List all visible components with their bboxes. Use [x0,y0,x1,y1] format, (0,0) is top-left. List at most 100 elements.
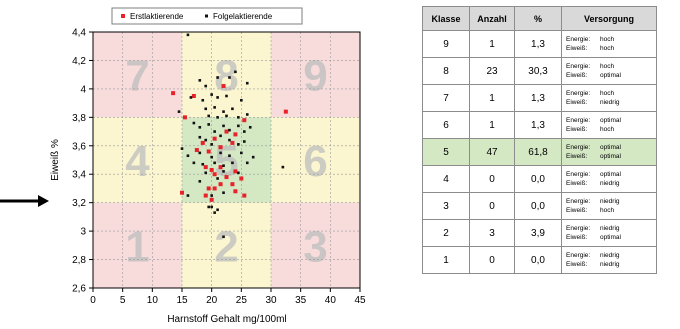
cell-anzahl: 3 [469,219,515,247]
point-folgelaktierende [216,177,219,180]
legend-label-erstlaktierende: Erstlaktierende [130,12,184,21]
cell-versorgung: Energie: optimal Eiweiß: optimal [561,138,657,166]
energie-label: Energie: [566,90,591,97]
y-tick-label: 2,6 [72,284,86,295]
cell-percent: 1,3 [514,84,562,112]
energie-value: niedrig [600,225,620,232]
energie-label: Energie: [566,63,591,70]
cell-versorgung: Energie: niedrig Eiweiß: hoch [561,192,657,220]
legend: Erstlaktierende Folgelaktierende [111,7,303,25]
point-folgelaktierende [222,170,225,173]
point-folgelaktierende [204,138,208,142]
eiweiss-value: hoch [600,45,615,52]
legend-marker-folgelaktierende [205,14,208,18]
point-folgelaktierende [216,116,219,119]
point-folgelaktierende [245,161,249,165]
legend-marker-erstlaktierende [121,14,125,18]
cell-versorgung: Energie: hoch Eiweiß: optimal [561,57,657,85]
zone-class-label: 2 [214,222,238,271]
eiweiss-label: Eiweiß: [566,234,588,241]
energie-label: Energie: [566,252,591,259]
eiweiss-value: hoch [600,126,615,133]
point-folgelaktierende [210,93,213,96]
cell-versorgung: Energie: niedrig Eiweiß: optimal [561,219,657,247]
point-folgelaktierende [201,98,205,102]
point-erstlaktierende [224,129,229,134]
y-tick-label: 4,2 [72,56,86,67]
point-erstlaktierende [191,94,196,98]
energie-label: Energie: [566,144,591,151]
point-folgelaktierende [186,33,190,37]
cell-klasse: 5 [422,138,470,166]
cell-anzahl: 1 [469,30,515,58]
plot-frame [92,31,361,289]
cell-anzahl: 0 [469,246,515,274]
zone-cell [182,202,271,288]
y-tick-label: 3 [80,227,86,238]
y-tick-labels: 2,6 2,8 3 3,2 3,4 3,6 3,8 4 4,2 4,4 [72,28,86,295]
point-folgelaktierende [251,155,255,159]
point-folgelaktierende [225,114,228,118]
cell-versorgung: Energie: optimal Eiweiß: niedrig [561,165,657,193]
point-folgelaktierende [213,211,216,214]
point-erstlaktierende [218,182,223,187]
point-folgelaktierende [210,143,213,146]
point-folgelaktierende [243,130,246,133]
point-folgelaktierende [222,191,225,195]
zone-cell [93,32,182,118]
x-tick-label: 25 [236,295,248,306]
point-folgelaktierende [186,154,190,158]
point-folgelaktierende [198,180,202,183]
cell-anzahl: 0 [469,192,515,220]
point-folgelaktierende [222,235,225,239]
point-erstlaktierende [233,189,238,194]
point-folgelaktierende [222,164,225,167]
y-axis-title: Eiweiß % [50,139,61,181]
point-folgelaktierende [192,161,196,165]
y-tick-label: 4,4 [72,28,86,39]
point-folgelaktierende [207,123,210,126]
header-klasse: Klasse [422,6,470,31]
point-erstlaktierende [230,182,235,187]
point-erstlaktierende [218,165,223,170]
point-folgelaktierende [248,125,252,129]
table-row: 6 1 1,3 Energie: optimal Eiweiß: hoch [422,111,657,139]
point-erstlaktierende [209,167,214,172]
eiweiss-label: Eiweiß: [566,207,588,214]
point-folgelaktierende [186,194,190,197]
y-tick-label: 2,8 [72,255,86,266]
energie-value: optimal [600,144,621,151]
energie-value: niedrig [600,252,620,259]
point-folgelaktierende [231,161,234,165]
point-erstlaktierende [212,136,217,141]
zone-class-label: 9 [303,52,327,101]
x-tick-label: 40 [325,295,337,306]
zone-class-label: 8 [214,52,238,101]
point-erstlaktierende [203,193,208,198]
point-folgelaktierende [216,76,219,79]
table-header-row: Klasse Anzahl % Versorgung [422,6,657,31]
x-tick-label: 35 [295,295,307,306]
data-points [171,33,288,239]
x-tick-label: 5 [120,295,126,306]
header-versorgung: Versorgung [561,6,657,31]
eiweiss-label: Eiweiß: [566,261,588,268]
point-erstlaktierende [283,109,288,114]
y-tick-label: 3,2 [72,198,86,209]
eiweiss-label: Eiweiß: [566,72,588,79]
zone-class-label: 1 [125,222,149,271]
eiweiss-label: Eiweiß: [566,180,588,187]
point-folgelaktierende [219,151,222,155]
point-folgelaktierende [198,151,202,155]
zone-class-label: 4 [125,137,150,186]
point-folgelaktierende [198,79,202,82]
cell-klasse: 7 [422,84,470,112]
header-anzahl: Anzahl [469,6,515,31]
table-row: 9 1 1,3 Energie: hoch Eiweiß: hoch [422,30,657,58]
cell-klasse: 9 [422,30,470,58]
energie-value: hoch [600,63,615,70]
energie-value: optimal [600,117,621,124]
header-percent: % [514,6,562,31]
point-folgelaktierende [243,140,246,143]
cell-klasse: 2 [422,219,470,247]
